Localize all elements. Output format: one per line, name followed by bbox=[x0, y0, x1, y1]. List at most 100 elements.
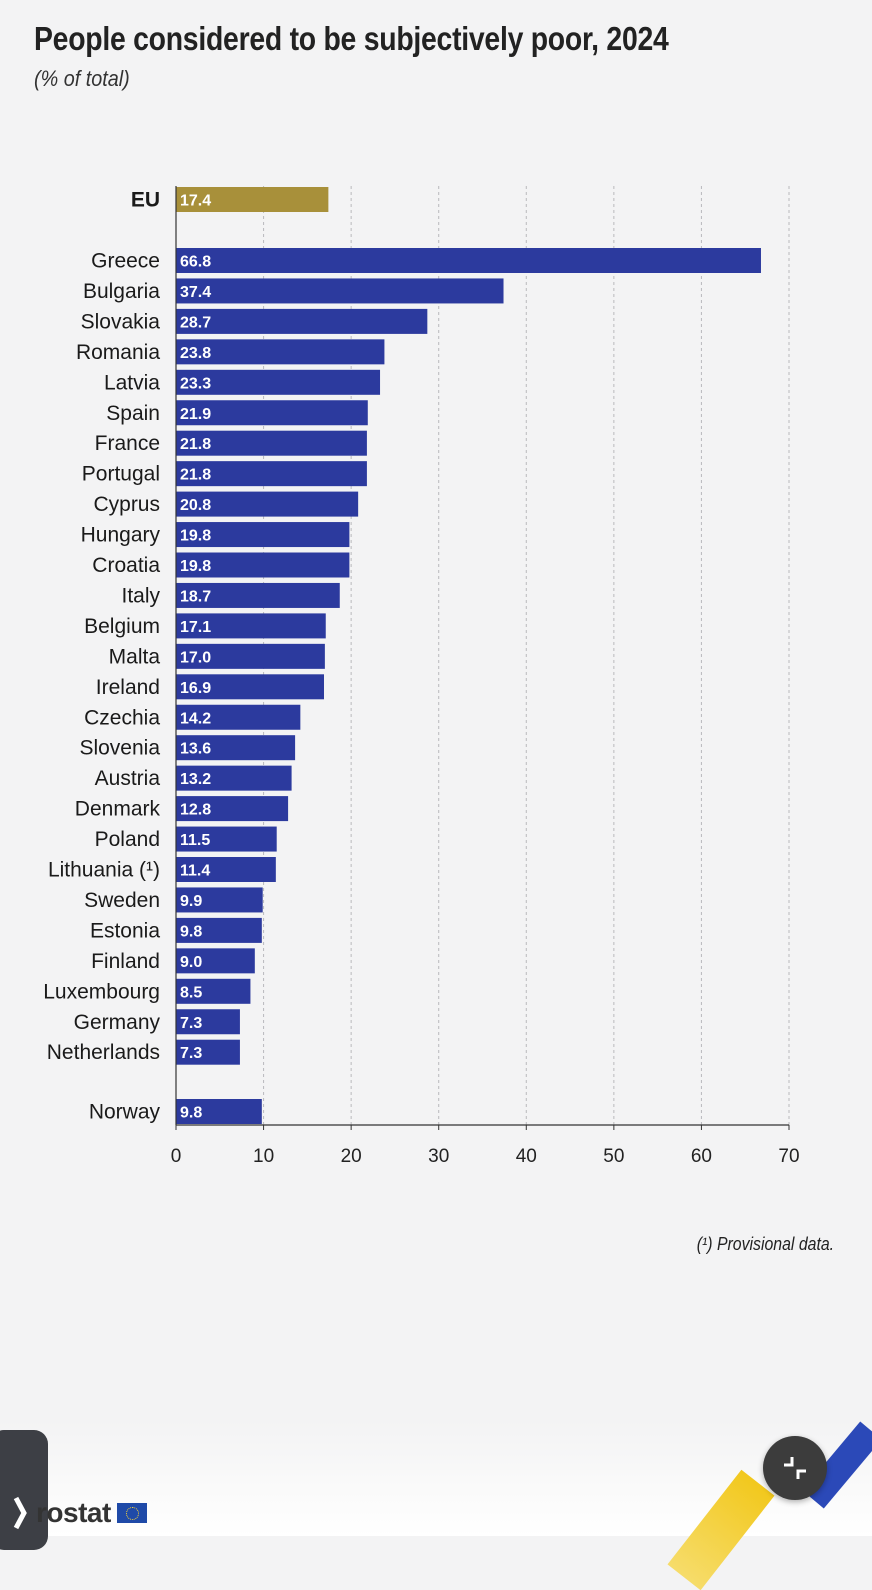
category-label: Belgium bbox=[84, 615, 160, 638]
side-tab[interactable] bbox=[0, 1430, 48, 1550]
category-label: Bulgaria bbox=[83, 280, 160, 303]
category-label: Greece bbox=[91, 250, 160, 273]
chart-subtitle: (% of total) bbox=[34, 66, 130, 91]
bar bbox=[176, 400, 368, 426]
data-label: 13.6 bbox=[180, 741, 211, 758]
category-label: Denmark bbox=[75, 798, 161, 821]
eurostat-logo: rostat bbox=[10, 1496, 147, 1530]
data-label: 9.8 bbox=[180, 1105, 202, 1122]
bar bbox=[176, 430, 367, 456]
category-label: Germany bbox=[74, 1011, 161, 1034]
data-label: 28.7 bbox=[180, 314, 211, 331]
bar bbox=[176, 613, 326, 639]
data-label: 21.8 bbox=[180, 436, 211, 453]
data-label: 16.9 bbox=[180, 680, 211, 697]
bar bbox=[176, 339, 385, 365]
data-label: 9.9 bbox=[180, 893, 202, 910]
data-label: 19.8 bbox=[180, 558, 211, 575]
bar bbox=[176, 917, 262, 943]
category-label: Spain bbox=[106, 402, 160, 425]
data-label: 23.3 bbox=[180, 375, 211, 392]
category-label: Czechia bbox=[84, 706, 160, 729]
tick-label: 60 bbox=[691, 1146, 712, 1167]
category-label: Finland bbox=[91, 950, 160, 973]
data-label: 7.3 bbox=[180, 1015, 202, 1032]
data-label: 20.8 bbox=[180, 497, 211, 514]
bar bbox=[176, 461, 367, 487]
data-label: 11.4 bbox=[180, 863, 210, 880]
category-label: Luxembourg bbox=[43, 980, 160, 1003]
bar bbox=[176, 491, 359, 517]
bar bbox=[176, 278, 504, 304]
bar bbox=[176, 308, 428, 334]
collapse-button[interactable] bbox=[763, 1436, 827, 1500]
bar bbox=[176, 826, 277, 852]
category-label: Netherlands bbox=[47, 1041, 160, 1064]
data-label: 7.3 bbox=[180, 1045, 202, 1062]
data-label: 37.4 bbox=[180, 284, 211, 301]
tick-label: 20 bbox=[341, 1146, 362, 1167]
category-label: Romania bbox=[76, 341, 160, 364]
data-label: 17.0 bbox=[180, 649, 211, 666]
logo-chevron-icon bbox=[13, 1496, 27, 1530]
category-label: Hungary bbox=[81, 524, 161, 547]
data-label: 14.2 bbox=[180, 710, 211, 727]
category-label: Latvia bbox=[104, 371, 160, 394]
bar bbox=[176, 857, 276, 882]
eu-flag-icon bbox=[116, 1503, 147, 1523]
bar bbox=[176, 248, 761, 273]
bar-chart: 17.4 EU 66.8 Greece 37.4 Bulgaria 28.7 Slovakia… bbox=[43, 186, 800, 1167]
bar bbox=[176, 978, 251, 1004]
bar bbox=[176, 552, 350, 578]
footnote: (¹) Provisional data. bbox=[696, 1234, 834, 1254]
category-label: Malta bbox=[109, 645, 161, 668]
category-label: Slovakia bbox=[81, 310, 161, 333]
data-label: 12.8 bbox=[180, 802, 211, 819]
chart-title: People considered to be subjectively poo… bbox=[34, 20, 669, 57]
bar bbox=[176, 704, 301, 730]
tick-label: 30 bbox=[428, 1146, 449, 1167]
data-label: 17.1 bbox=[180, 619, 211, 636]
data-label: 17.4 bbox=[180, 193, 211, 210]
data-label: 13.2 bbox=[180, 771, 211, 788]
tick-label: 50 bbox=[603, 1146, 624, 1167]
category-label: Lithuania (¹) bbox=[48, 859, 160, 882]
tick-label: 10 bbox=[253, 1146, 274, 1167]
bar bbox=[176, 765, 292, 791]
bar bbox=[176, 1099, 262, 1124]
data-label: 9.0 bbox=[180, 954, 202, 971]
category-label: Cyprus bbox=[93, 493, 160, 516]
category-label: Croatia bbox=[92, 554, 160, 577]
bar bbox=[176, 582, 340, 608]
data-label: 21.8 bbox=[180, 467, 211, 484]
logo-text: rostat bbox=[36, 1497, 111, 1528]
category-label: Estonia bbox=[90, 919, 160, 942]
bar bbox=[176, 796, 289, 822]
category-label: France bbox=[95, 432, 160, 455]
data-label: 66.8 bbox=[180, 254, 211, 271]
data-label: 19.8 bbox=[180, 528, 211, 545]
category-label: Ireland bbox=[96, 676, 160, 699]
collapse-icon bbox=[784, 1457, 806, 1479]
category-label: Poland bbox=[95, 828, 160, 851]
tick-label: 0 bbox=[171, 1146, 182, 1167]
category-label: Sweden bbox=[84, 889, 160, 912]
bar bbox=[176, 643, 325, 669]
bar bbox=[176, 369, 381, 395]
bar bbox=[176, 1039, 240, 1065]
category-label: EU bbox=[131, 189, 160, 212]
data-label: 21.9 bbox=[180, 406, 211, 423]
bar bbox=[176, 887, 263, 913]
category-label: Austria bbox=[95, 767, 161, 790]
data-label: 23.8 bbox=[180, 345, 211, 362]
category-label: Portugal bbox=[82, 463, 160, 486]
tick-label: 70 bbox=[778, 1146, 799, 1167]
bar bbox=[176, 735, 296, 761]
bar bbox=[176, 948, 255, 974]
bar bbox=[176, 522, 350, 548]
category-label: Norway bbox=[89, 1101, 161, 1124]
bar bbox=[176, 674, 324, 700]
data-label: 8.5 bbox=[180, 984, 202, 1001]
category-label: Italy bbox=[121, 584, 160, 607]
data-label: 11.5 bbox=[180, 832, 210, 849]
